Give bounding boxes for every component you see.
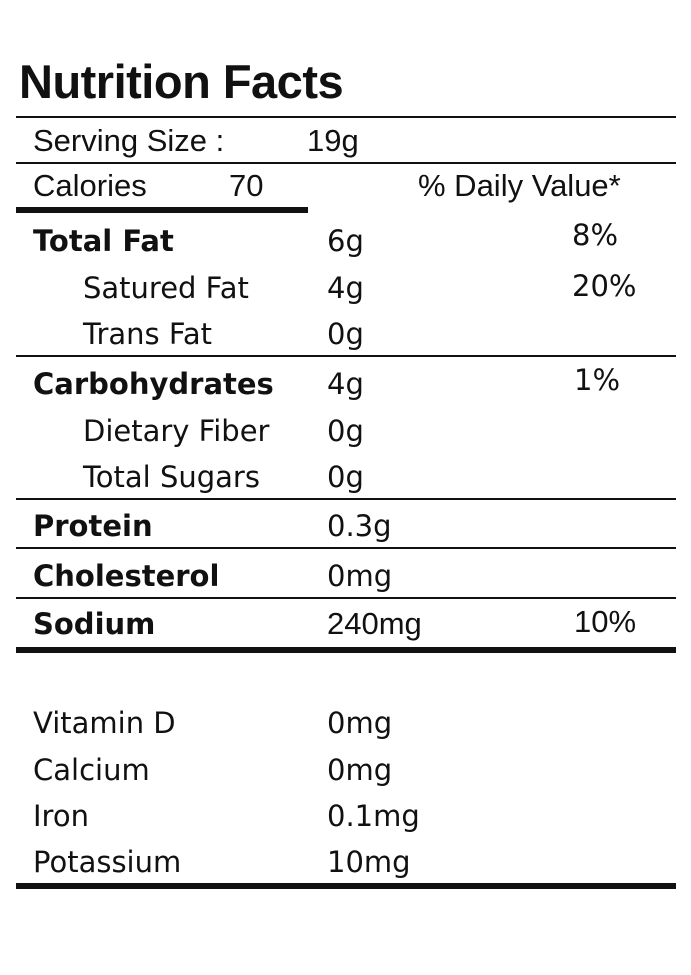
vitamin-amount: 0mg [327, 706, 393, 740]
vitamin-amount: 0.1mg [327, 799, 420, 833]
nutrient-amount: 4g [327, 271, 364, 305]
nutrient-name: Cholesterol [33, 559, 220, 593]
nutrient-daily-value: 8% [572, 218, 619, 252]
nutrient-amount: 0g [327, 317, 364, 351]
nutrient-name: Trans Fat [83, 317, 213, 351]
nutrient-amount: 0g [327, 460, 364, 494]
nutrient-daily-value: 20% [572, 269, 637, 303]
nutrient-amount: 6g [327, 224, 364, 258]
vitamin-amount: 10mg [327, 845, 411, 879]
serving-size-value: 19g [307, 123, 359, 158]
nutrient-name: Satured Fat [83, 271, 249, 305]
nutrient-amount: 240mg [327, 606, 422, 641]
nutrient-name: Dietary Fiber [83, 414, 270, 448]
nutrient-daily-value: 10% [574, 604, 637, 639]
nutrient-name: Total Sugars [83, 460, 260, 494]
row-rule [16, 355, 676, 357]
nutrient-amount: 0g [327, 414, 364, 448]
nutrient-amount: 0.3g [327, 509, 392, 543]
nutrient-name: Sodium [33, 607, 156, 641]
serving-size-label: Serving Size : [33, 123, 225, 158]
calories-value: 70 [229, 168, 264, 203]
nutrient-name: Carbohydrates [33, 367, 274, 401]
title-rule [16, 116, 676, 118]
row-rule [16, 597, 676, 599]
label-title: Nutrition Facts [19, 55, 344, 108]
serving-rule [16, 162, 676, 164]
nutrient-amount: 4g [327, 367, 364, 401]
calories-thick-rule [16, 207, 308, 213]
daily-value-header: % Daily Value* [418, 168, 621, 203]
vitamin-name: Iron [33, 799, 89, 833]
bottom-thick-rule [16, 883, 676, 889]
nutrient-name: Total Fat [33, 224, 174, 258]
sodium-thick-rule [16, 647, 676, 653]
row-rule [16, 547, 676, 549]
vitamin-amount: 0mg [327, 753, 393, 787]
vitamin-name: Calcium [33, 753, 150, 787]
calories-label: Calories [33, 168, 147, 203]
vitamin-name: Potassium [33, 845, 182, 879]
nutrient-name: Protein [33, 509, 153, 543]
row-rule [16, 498, 676, 500]
vitamin-name: Vitamin D [33, 706, 176, 740]
nutrient-amount: 0mg [327, 559, 393, 593]
nutrient-daily-value: 1% [574, 363, 621, 397]
